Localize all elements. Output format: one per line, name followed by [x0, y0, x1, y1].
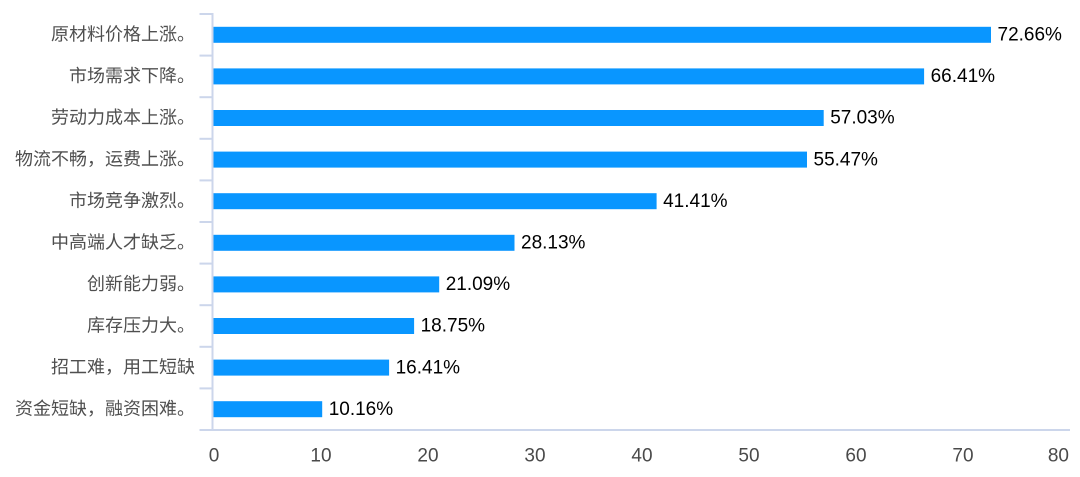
- svg-text:70: 70: [952, 446, 973, 467]
- svg-text:40: 40: [631, 446, 652, 467]
- svg-text:10.16%: 10.16%: [329, 399, 394, 420]
- svg-text:60: 60: [845, 446, 866, 467]
- svg-text:20: 20: [417, 446, 438, 467]
- svg-text:21.09%: 21.09%: [446, 274, 511, 295]
- svg-text:55.47%: 55.47%: [814, 149, 879, 170]
- svg-text:80: 80: [1048, 446, 1069, 467]
- svg-text:72.66%: 72.66%: [998, 25, 1063, 46]
- svg-text:28.13%: 28.13%: [521, 233, 586, 254]
- svg-text:50: 50: [738, 446, 759, 467]
- svg-text:30: 30: [524, 446, 545, 467]
- svg-text:0: 0: [209, 446, 220, 467]
- svg-text:66.41%: 66.41%: [931, 66, 996, 87]
- svg-text:10: 10: [310, 446, 331, 467]
- svg-text:18.75%: 18.75%: [421, 316, 486, 337]
- svg-text:41.41%: 41.41%: [663, 191, 728, 212]
- svg-text:16.41%: 16.41%: [396, 357, 461, 378]
- svg-text:57.03%: 57.03%: [830, 108, 895, 129]
